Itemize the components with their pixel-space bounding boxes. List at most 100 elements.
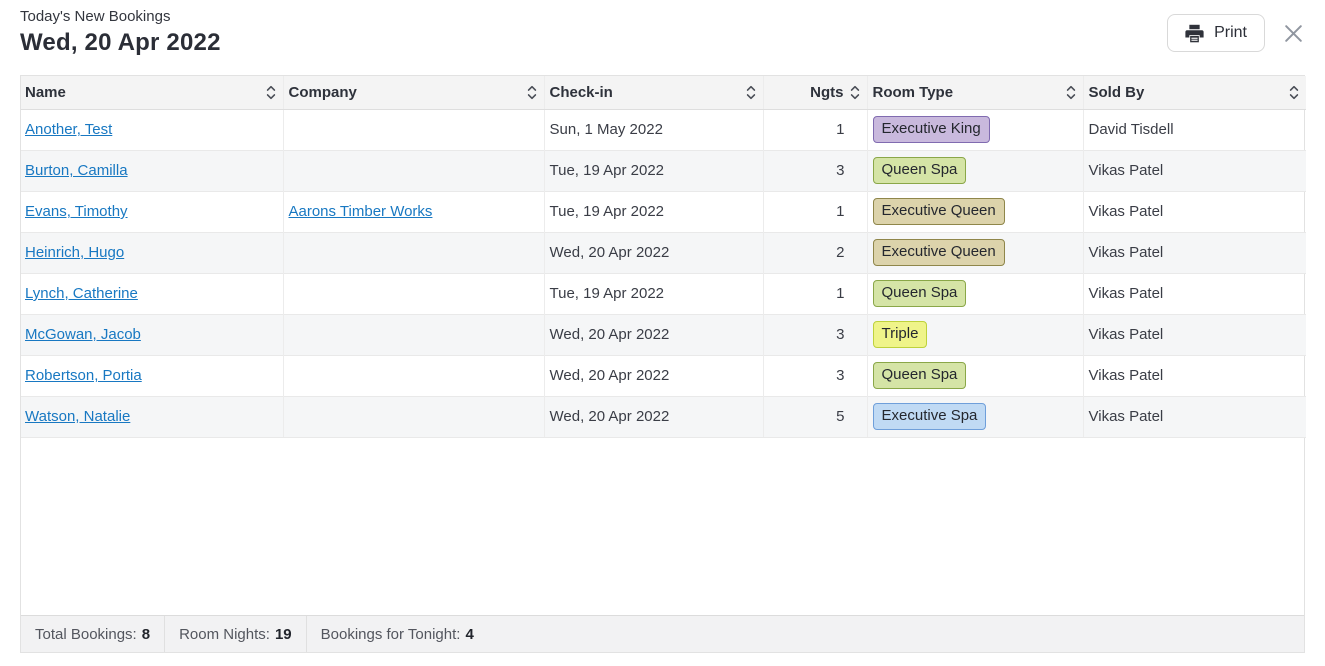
checkin-cell: Wed, 20 Apr 2022: [543, 313, 763, 355]
table-row: Robertson, Portia Wed, 20 Apr 2022 3 Que…: [21, 354, 1306, 396]
guest-name-link[interactable]: Watson, Natalie: [25, 408, 131, 425]
room-type-cell: Executive Spa: [866, 395, 1083, 438]
column-header[interactable]: Sold By: [1082, 76, 1306, 110]
sort-icon[interactable]: [266, 84, 276, 101]
room-type-badge: Executive Spa: [872, 403, 987, 430]
checkin-cell: Wed, 20 Apr 2022: [543, 395, 763, 438]
room-type-badge: Queen Spa: [872, 157, 967, 184]
guest-name-link[interactable]: Burton, Camilla: [25, 162, 128, 179]
guest-name-link[interactable]: Evans, Timothy: [25, 203, 128, 220]
close-button[interactable]: [1282, 22, 1305, 45]
name-cell: Another, Test: [21, 109, 283, 150]
name-cell: Robertson, Portia: [21, 354, 283, 396]
column-header[interactable]: Room Type: [866, 76, 1083, 110]
summary-stat-value: 4: [465, 625, 474, 643]
company-link[interactable]: Aarons Timber Works: [288, 203, 433, 220]
report-titles: Today's New Bookings Wed, 20 Apr 2022: [20, 8, 221, 57]
room-type-cell: Queen Spa: [866, 354, 1083, 396]
checkin-cell: Tue, 19 Apr 2022: [543, 149, 763, 191]
column-header-label: Check-in: [549, 83, 613, 101]
nights-cell: 5: [762, 395, 867, 438]
nights-cell: 1: [762, 109, 867, 150]
company-cell: [282, 354, 544, 396]
room-type-cell: Executive Queen: [866, 190, 1083, 232]
room-type-badge: Executive King: [872, 116, 990, 143]
column-header-label: Sold By: [1088, 83, 1145, 101]
guest-name-link[interactable]: McGowan, Jacob: [25, 326, 141, 343]
table-empty-area: [21, 437, 1304, 615]
checkin-cell: Tue, 19 Apr 2022: [543, 272, 763, 314]
sold-by-cell: Vikas Patel: [1082, 149, 1306, 191]
bookings-table-panel: Name Company Check-in: [20, 75, 1306, 653]
sort-icon[interactable]: [527, 84, 537, 101]
name-cell: Watson, Natalie: [21, 395, 283, 438]
column-header-label: Room Type: [872, 83, 954, 101]
nights-cell: 3: [762, 354, 867, 396]
summary-bar: Total Bookings: 8 Room Nights: 19 Bookin…: [21, 615, 1304, 652]
table-header-row: Name Company Check-in: [21, 76, 1306, 110]
sold-by-cell: Vikas Patel: [1082, 272, 1306, 314]
sold-by-cell: Vikas Patel: [1082, 231, 1306, 273]
report-subtitle: Today's New Bookings: [20, 8, 171, 25]
column-header[interactable]: Ngts: [762, 76, 867, 110]
guest-name-link[interactable]: Another, Test: [25, 121, 113, 138]
close-icon: [1282, 24, 1305, 48]
summary-stat-value: 19: [274, 625, 292, 643]
company-cell: [282, 231, 544, 273]
summary-stat-label: Total Bookings:: [35, 625, 137, 643]
checkin-cell: Wed, 20 Apr 2022: [543, 354, 763, 396]
report-date-title: Wed, 20 Apr 2022: [20, 28, 221, 56]
report-actions: Print: [1167, 14, 1305, 52]
column-header[interactable]: Name: [21, 76, 283, 110]
print-button[interactable]: Print: [1167, 14, 1265, 52]
name-cell: McGowan, Jacob: [21, 313, 283, 355]
column-header-label: Name: [25, 83, 66, 101]
room-type-cell: Queen Spa: [866, 272, 1083, 314]
company-cell: [282, 109, 544, 150]
checkin-cell: Sun, 1 May 2022: [543, 109, 763, 150]
room-type-badge: Executive Queen: [872, 239, 1005, 266]
guest-name-link[interactable]: Heinrich, Hugo: [25, 244, 125, 261]
printer-icon: [1185, 24, 1204, 43]
column-header[interactable]: Company: [282, 76, 544, 110]
nights-cell: 3: [762, 149, 867, 191]
nights-cell: 2: [762, 231, 867, 273]
room-type-cell: Queen Spa: [866, 149, 1083, 191]
room-type-badge: Queen Spa: [872, 362, 967, 389]
table-row: Evans, Timothy Aarons Timber Works Tue, …: [21, 190, 1306, 232]
room-type-cell: Triple: [866, 313, 1083, 355]
nights-cell: 1: [762, 190, 867, 232]
summary-stat: Bookings for Tonight: 4: [307, 616, 488, 652]
bookings-table: Name Company Check-in: [21, 76, 1306, 438]
room-type-cell: Executive King: [866, 109, 1083, 150]
sort-icon[interactable]: [746, 84, 756, 101]
name-cell: Heinrich, Hugo: [21, 231, 283, 273]
sort-icon[interactable]: [850, 84, 860, 101]
column-header-label: Ngts: [810, 83, 844, 101]
room-type-badge: Queen Spa: [872, 280, 967, 307]
sold-by-cell: Vikas Patel: [1082, 395, 1306, 438]
table-row: Another, Test Sun, 1 May 2022 1 Executiv…: [21, 109, 1306, 150]
room-type-badge: Executive Queen: [872, 198, 1005, 225]
guest-name-link[interactable]: Lynch, Catherine: [25, 285, 138, 302]
table-row: Burton, Camilla Tue, 19 Apr 2022 3 Queen…: [21, 149, 1306, 191]
summary-stat-label: Room Nights:: [179, 625, 270, 643]
room-type-cell: Executive Queen: [866, 231, 1083, 273]
column-header-label: Company: [288, 83, 357, 101]
checkin-cell: Tue, 19 Apr 2022: [543, 190, 763, 232]
sort-icon[interactable]: [1066, 84, 1076, 101]
summary-stat: Total Bookings: 8: [21, 616, 166, 652]
table-row: Lynch, Catherine Tue, 19 Apr 2022 1 Quee…: [21, 272, 1306, 314]
name-cell: Lynch, Catherine: [21, 272, 283, 314]
sold-by-cell: Vikas Patel: [1082, 354, 1306, 396]
table-row: Watson, Natalie Wed, 20 Apr 2022 5 Execu…: [21, 395, 1306, 438]
sort-icon[interactable]: [1289, 84, 1299, 101]
sold-by-cell: David Tisdell: [1082, 109, 1306, 150]
company-cell: [282, 313, 544, 355]
guest-name-link[interactable]: Robertson, Portia: [25, 367, 142, 384]
sold-by-cell: Vikas Patel: [1082, 190, 1306, 232]
column-header[interactable]: Check-in: [543, 76, 763, 110]
table-row: Heinrich, Hugo Wed, 20 Apr 2022 2 Execut…: [21, 231, 1306, 273]
nights-cell: 1: [762, 272, 867, 314]
nights-cell: 3: [762, 313, 867, 355]
